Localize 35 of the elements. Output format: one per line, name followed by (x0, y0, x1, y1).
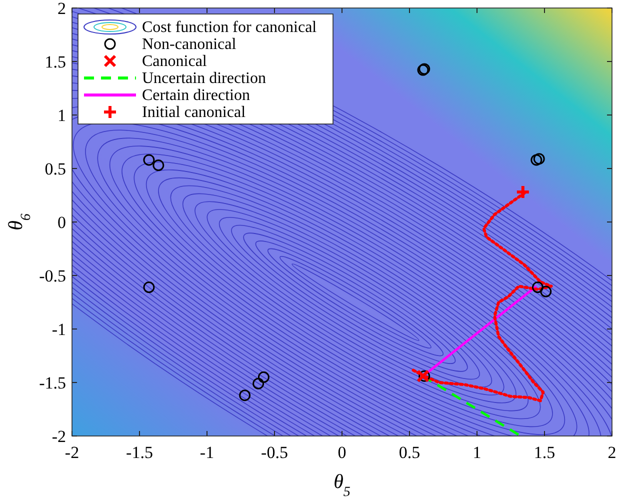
legend-label: Uncertain direction (142, 70, 266, 87)
legend-label: Cost function for canonical (142, 19, 318, 36)
x-tick-label: 1.5 (534, 443, 556, 462)
y-tick-label: 0.5 (44, 160, 66, 178)
point (143, 154, 155, 166)
x-tick-label: -0.5 (261, 443, 288, 462)
legend-label: Initial canonical (142, 104, 246, 121)
legend-label: Canonical (142, 53, 208, 70)
y-tick-label: -1 (52, 320, 66, 339)
x-axis-title: θ$_{5}$ (334, 471, 350, 500)
y-tick-label: 2 (58, 0, 66, 18)
point (533, 153, 545, 165)
point (530, 154, 542, 166)
y-tick-label: -1.5 (39, 374, 66, 392)
x-tick-label: 2 (608, 443, 616, 462)
point (143, 282, 155, 294)
legend-label: Certain direction (142, 87, 250, 104)
point (239, 390, 251, 402)
point (152, 160, 164, 172)
legend-label: Non-canonical (142, 36, 237, 53)
y-tick-label: -2 (52, 427, 66, 446)
x-tick-label: 0.5 (398, 443, 420, 462)
point (252, 378, 264, 390)
point (515, 184, 530, 200)
point (540, 286, 552, 298)
x-tick-label: -1 (200, 443, 214, 462)
y-tick-label: -0.5 (39, 266, 66, 286)
point (258, 371, 270, 383)
x-tick-label: 0 (338, 443, 346, 462)
y-tick-label: 0 (58, 213, 66, 232)
x-tick-label: -1.5 (126, 443, 153, 462)
x-tick-label: 1 (472, 443, 482, 462)
y-tick-label: 1.5 (44, 52, 66, 72)
point (532, 282, 544, 294)
y-tick-label: 1 (58, 106, 66, 125)
